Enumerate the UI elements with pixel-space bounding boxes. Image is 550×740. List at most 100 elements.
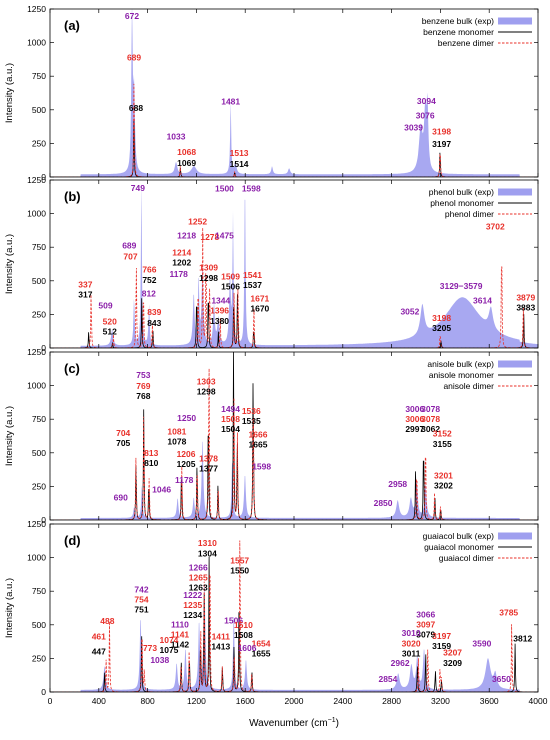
peak-label-monomer: 1377 (199, 464, 218, 474)
peak-label-dimer: 1309 (199, 263, 218, 273)
peak-label-monomer: 1304 (198, 548, 217, 558)
legend-label: guaiacol monomer (424, 542, 494, 552)
peak-label-monomer: 1514 (230, 159, 249, 169)
x-tick-label: 2000 (285, 696, 304, 706)
peak-label-monomer: 512 (103, 327, 117, 337)
y-axis-label: Intensity (a.u.) (4, 578, 15, 638)
y-tick-label: 500 (32, 276, 46, 286)
peak-label-monomer: 752 (142, 275, 156, 285)
peak-label-monomer: 1670 (250, 304, 269, 314)
peak-label-dimer: 766 (142, 265, 156, 275)
peak-label-dimer: 1265 (189, 572, 208, 582)
peak-label-dimer: 1666 (249, 429, 268, 439)
peak-label-dimer: 769 (136, 381, 150, 391)
x-tick-label: 2400 (333, 696, 352, 706)
peak-label-bulk: 1178 (175, 475, 194, 485)
peak-label-monomer: 1413 (211, 642, 230, 652)
peak-label-monomer: 1655 (252, 648, 271, 658)
panel-label: (a) (64, 18, 80, 33)
peak-label-monomer: 1665 (249, 439, 268, 449)
peak-label-dimer: 707 (123, 251, 137, 261)
peak-label-monomer: 1504 (221, 424, 240, 434)
legend-label: phenol dimer (445, 209, 494, 219)
peak-label-monomer: 1075 (159, 645, 178, 655)
peak-label-dimer: 520 (103, 316, 117, 326)
peak-label-monomer: 3209 (443, 658, 462, 668)
x-tick-label: 3200 (431, 696, 450, 706)
peak-label-monomer: 317 (78, 290, 92, 300)
peak-label-dimer: 1235 (183, 600, 202, 610)
series-dimer (50, 540, 538, 692)
panel-c: 0 250 500 750 1000 1250 Intensity (a.u.) (c) ani… (4, 347, 539, 525)
panel-a: 0 250 500 750 1000 1250 Intensity (a.u.) (a) ben… (4, 4, 539, 182)
series-dimer (50, 83, 538, 177)
y-axis-label: Intensity (a.u.) (4, 406, 15, 466)
peak-label-monomer: 1202 (172, 257, 191, 267)
peak-label-dimer: 704 (116, 428, 130, 438)
peak-label-bulk: 2850 (374, 498, 393, 508)
peak-label-dimer: 3207 (443, 648, 462, 658)
peak-label-dimer: 3097 (416, 619, 435, 629)
peak-label-bulk: 690 (114, 493, 128, 503)
peak-label-dimer: 1508 (221, 414, 240, 424)
peak-label-bulk: 1344 (211, 296, 230, 306)
peak-label-monomer: 3812 (513, 634, 532, 644)
legend-swatch-bulk (498, 188, 532, 196)
peak-label-dimer: 1536 (242, 406, 261, 416)
peak-label-monomer: 768 (136, 391, 150, 401)
peak-label-bulk: 3039 (404, 123, 423, 133)
peak-label-monomer: 1550 (230, 566, 249, 576)
peak-label-dimer: 1541 (243, 270, 262, 280)
peak-label-bulk: 3010 (402, 628, 421, 638)
y-tick-label: 1000 (27, 38, 46, 48)
peak-label-monomer: 3159 (432, 641, 451, 651)
y-tick-label: 750 (32, 414, 46, 424)
peak-label-bulk: 812 (142, 288, 156, 298)
x-tick-label: 1600 (236, 696, 255, 706)
peak-label-dimer: 1081 (167, 427, 186, 437)
legend-swatch-bulk (498, 360, 532, 368)
peak-label-dimer: 3197 (432, 631, 451, 641)
peak-label-bulk: 2962 (391, 658, 410, 668)
peak-label-dimer: 773 (143, 643, 157, 653)
panel-label: (d) (64, 533, 81, 548)
peak-label-bulk: 1598 (252, 462, 271, 472)
peak-label-dimer: 1654 (252, 638, 271, 648)
peak-label-bulk: 1598 (242, 183, 261, 193)
peak-label-dimer: 1303 (197, 376, 216, 386)
legend: benzene bulk (exp)benzene monomerbenzene… (422, 16, 532, 48)
x-tick-label: 1200 (187, 696, 206, 706)
legend-label: phenol monomer (430, 198, 494, 208)
peak-label-dimer: 337 (78, 280, 92, 290)
peak-label-dimer: 3152 (433, 429, 452, 439)
y-tick-label: 250 (32, 653, 46, 663)
peak-label-dimer: 1074 (159, 635, 178, 645)
peak-label-dimer: 488 (100, 616, 114, 626)
peak-label-dimer: 1509 (221, 271, 240, 281)
peak-label-dimer: 1141 (171, 630, 190, 640)
peak-label-bulk: 3052 (400, 306, 419, 316)
legend-label: guaiacol dimer (439, 553, 494, 563)
y-tick-label: 250 (32, 138, 46, 148)
peak-label-monomer: 843 (147, 318, 161, 328)
peak-label-dimer: 1278 (200, 232, 219, 242)
peak-label-bulk: 3066 (416, 609, 435, 619)
x-tick-label: 3600 (480, 696, 499, 706)
peak-label-bulk: 689 (122, 241, 136, 251)
peak-label-monomer: 3011 (402, 648, 421, 658)
peak-label-dimer: 3198 (432, 127, 451, 137)
y-tick-label: 750 (32, 242, 46, 252)
y-tick-label: 1000 (27, 553, 46, 563)
peak-label-dimer: 3201 (434, 470, 453, 480)
series-bulk (50, 441, 538, 520)
peak-label-monomer: 1205 (177, 459, 196, 469)
peak-label-bulk: 1033 (167, 131, 186, 141)
legend-label: anisole monomer (429, 370, 494, 380)
peak-label-dimer: 3785 (499, 607, 518, 617)
peak-label-monomer: 705 (116, 438, 130, 448)
peak-label-bulk: 3076 (416, 111, 435, 121)
panel-d: 0 250 500 750 1000 1250 0 400 800 1200 1600 2000 240… (4, 519, 548, 706)
peak-label-dimer: 1411 (212, 632, 231, 642)
peak-label-monomer: 1535 (242, 416, 261, 426)
